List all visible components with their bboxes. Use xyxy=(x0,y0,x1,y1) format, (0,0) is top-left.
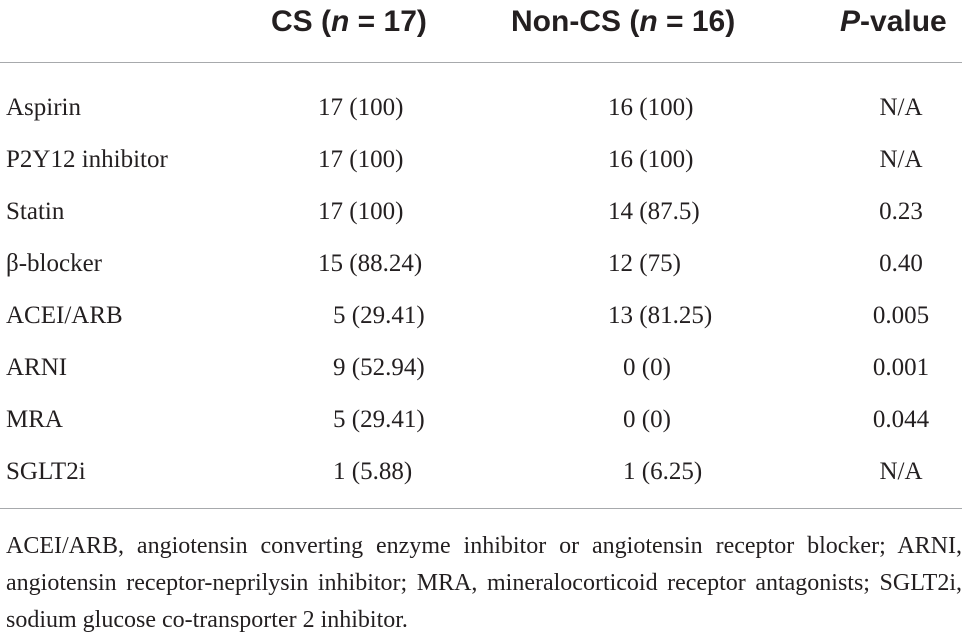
pvalue-cell: 0.23 xyxy=(879,198,923,225)
cs-value-cell: 17 (100) xyxy=(318,146,404,173)
noncs-value-cell: 16 (100) xyxy=(608,94,694,121)
table-footnote: ACEI/ARB, angiotensin converting enzyme … xyxy=(6,533,962,633)
table-row: MRA 5 (29.41) 0 (0) 0.044 xyxy=(0,394,968,446)
header-noncs-count: = 16) xyxy=(657,5,736,38)
drug-name-cell: SGLT2i xyxy=(6,458,86,485)
header-pvalue-label: -value xyxy=(860,5,947,38)
pvalue-cell: N/A xyxy=(879,146,923,173)
header-pvalue-p: P xyxy=(840,5,861,38)
noncs-value-cell: 0 (0) xyxy=(623,354,671,381)
cs-value-cell: 9 (52.94) xyxy=(333,354,425,381)
cs-value-cell: 5 (29.41) xyxy=(333,406,425,433)
table-row: SGLT2i 1 (5.88) 1 (6.25) N/A xyxy=(0,446,968,498)
drug-name-cell: ACEI/ARB xyxy=(6,302,123,329)
table-row: Statin 17 (100) 14 (87.5) 0.23 xyxy=(0,186,968,238)
table-row: β-blocker 15 (88.24) 12 (75) 0.40 xyxy=(0,238,968,290)
table-row: Aspirin 17 (100) 16 (100) N/A xyxy=(0,82,968,134)
drug-name-cell: MRA xyxy=(6,406,63,433)
cs-value-cell: 17 (100) xyxy=(318,94,404,121)
drug-name-cell: ARNI xyxy=(6,354,68,381)
table-body: Aspirin 17 (100) 16 (100) N/A P2Y12 inhibito… xyxy=(0,82,968,498)
noncs-value-cell: 1 (6.25) xyxy=(623,458,703,485)
table-header-row: CS (n = 17) Non-CS (n = 16) P-value xyxy=(0,0,968,62)
pvalue-cell: 0.005 xyxy=(872,302,930,329)
header-cs-label: CS ( xyxy=(271,5,331,38)
drug-name-cell: β-blocker xyxy=(6,250,103,277)
pvalue-cell: 0.001 xyxy=(872,354,930,381)
cs-value-cell: 1 (5.88) xyxy=(333,458,413,485)
header-pvalue: P-value xyxy=(840,2,947,42)
header-divider xyxy=(0,62,962,63)
table-row: ARNI 9 (52.94) 0 (0) 0.001 xyxy=(0,342,968,394)
pvalue-cell: 0.40 xyxy=(879,250,923,277)
header-cs-count: = 17) xyxy=(349,5,427,38)
header-noncs: Non-CS (n = 16) xyxy=(511,2,735,42)
noncs-value-cell: 16 (100) xyxy=(608,146,694,173)
drug-name-cell: Statin xyxy=(6,198,65,225)
header-noncs-label: Non-CS ( xyxy=(511,5,640,38)
pvalue-cell: 0.044 xyxy=(872,406,930,433)
header-noncs-n: n xyxy=(639,5,658,38)
cs-value-cell: 5 (29.41) xyxy=(333,302,425,329)
footer-divider xyxy=(0,508,962,509)
noncs-value-cell: 0 (0) xyxy=(623,406,671,433)
drug-name-cell: Aspirin xyxy=(6,94,81,121)
cs-value-cell: 15 (88.24) xyxy=(318,250,423,277)
header-cs: CS (n = 17) xyxy=(271,2,427,42)
pvalue-cell: N/A xyxy=(879,94,923,121)
noncs-value-cell: 14 (87.5) xyxy=(608,198,700,225)
pvalue-cell: N/A xyxy=(879,458,923,485)
drug-name-cell: P2Y12 inhibitor xyxy=(6,146,168,173)
header-cs-n: n xyxy=(331,5,350,38)
cs-value-cell: 17 (100) xyxy=(318,198,404,225)
noncs-value-cell: 12 (75) xyxy=(608,250,681,277)
table-row: P2Y12 inhibitor 17 (100) 16 (100) N/A xyxy=(0,134,968,186)
noncs-value-cell: 13 (81.25) xyxy=(608,302,713,329)
table-row: ACEI/ARB 5 (29.41) 13 (81.25) 0.005 xyxy=(0,290,968,342)
